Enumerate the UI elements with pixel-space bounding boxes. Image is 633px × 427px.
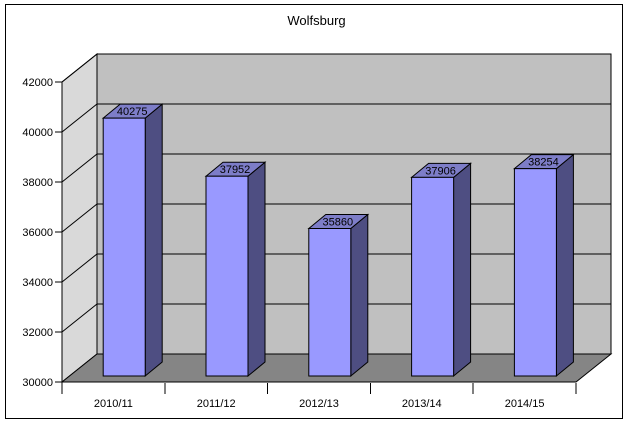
bar-side-face[interactable] <box>555 153 574 378</box>
gridline-side-wall <box>61 253 98 283</box>
bar-value-label: 40275 <box>117 106 148 118</box>
gridline-side-wall <box>61 103 98 133</box>
x-axis-label: 2011/12 <box>197 398 236 410</box>
y-axis-label: 30000 <box>22 377 53 389</box>
bar-2014-15[interactable] <box>513 153 575 378</box>
chart-title: Wolfsburg <box>287 13 346 28</box>
x-axis-label: 2013/14 <box>402 398 442 410</box>
bar-front-face[interactable] <box>513 168 557 377</box>
bar-front-face[interactable] <box>308 228 352 377</box>
y-axis-label: 42000 <box>22 77 53 89</box>
bar-value-label: 35860 <box>323 217 354 229</box>
bar-side-face[interactable] <box>350 213 369 378</box>
x-axis-label: 2010/11 <box>94 398 133 410</box>
x-axis-label: 2012/13 <box>299 398 339 410</box>
bar-2010-11[interactable] <box>101 103 164 378</box>
x-axis-label: 2014/15 <box>505 398 545 410</box>
y-axis-label: 40000 <box>22 127 53 139</box>
bar-front-face[interactable] <box>205 175 249 377</box>
gridline-side-wall <box>61 153 98 183</box>
y-axis-label: 36000 <box>22 227 53 239</box>
bar-side-face[interactable] <box>247 161 266 378</box>
gridline-side-wall <box>61 53 98 83</box>
bar-2012-13[interactable] <box>307 213 370 378</box>
bar-front-face[interactable] <box>102 117 146 377</box>
y-axis-label: 34000 <box>22 277 53 289</box>
bar-side-face[interactable] <box>144 103 163 378</box>
gridline-side-wall <box>61 303 98 333</box>
bar-side-face[interactable] <box>453 162 472 378</box>
y-axis-label: 32000 <box>22 327 53 339</box>
bar-2011-12[interactable] <box>204 161 267 378</box>
gridline-side-wall <box>61 203 98 233</box>
y-axis-label: 38000 <box>22 177 53 189</box>
bar-value-label: 37906 <box>425 165 456 177</box>
bar-value-label: 38254 <box>528 157 559 169</box>
bar-2013-14[interactable] <box>410 162 472 378</box>
bar-front-face[interactable] <box>411 176 455 377</box>
bar-value-label: 37952 <box>220 164 251 176</box>
